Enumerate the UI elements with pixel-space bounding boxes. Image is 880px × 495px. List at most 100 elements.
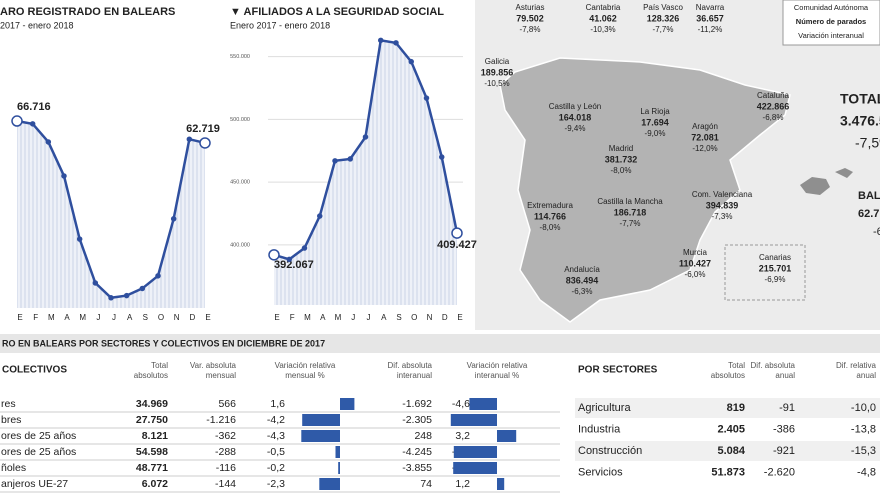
x-tick-label: A <box>320 313 326 322</box>
cell: -1.692 <box>402 398 432 410</box>
cell: -2.305 <box>402 414 432 426</box>
bar <box>302 414 340 426</box>
bar <box>469 398 497 410</box>
cell: -0,2 <box>267 462 285 474</box>
chart-subtitle: Enero 2017 - enero 2018 <box>230 20 330 30</box>
cell: -4,3 <box>267 430 285 442</box>
x-tick-label: D <box>189 313 195 322</box>
point <box>347 156 353 162</box>
region-name: Cantabria <box>586 3 621 12</box>
point <box>286 256 292 263</box>
balears-value: 62.719 <box>858 208 880 220</box>
cell: 8.121 <box>142 430 168 442</box>
cell: 248 <box>414 430 432 442</box>
cell: -921 <box>773 445 795 457</box>
cell: -386 <box>773 423 795 435</box>
cell: -13,8 <box>851 423 876 435</box>
bar <box>450 414 497 426</box>
cell: -4,2 <box>267 414 285 426</box>
region-change: -7,8% <box>520 25 541 34</box>
x-tick-label: E <box>274 313 279 322</box>
bar <box>453 462 497 474</box>
region-change: -10,3% <box>590 25 615 34</box>
col-header: Dif. absoluta <box>388 361 433 370</box>
y-tick-label: 550.000 <box>230 54 250 60</box>
cell: 54.598 <box>136 446 168 458</box>
x-tick-label: M <box>335 313 342 322</box>
spain-map <box>499 57 791 323</box>
region-name: Asturias <box>516 3 545 12</box>
region-value: 189.856 <box>481 67 514 77</box>
region-value: 79.502 <box>516 13 544 23</box>
region-name: Aragón <box>692 122 718 131</box>
point <box>317 213 323 219</box>
cell: -144 <box>215 478 236 490</box>
cell: 566 <box>218 398 236 410</box>
cell: 74 <box>420 478 432 490</box>
x-tick-label: J <box>351 313 355 322</box>
region-name: Andalucía <box>564 265 600 274</box>
x-tick-label: M <box>48 313 55 322</box>
total-label: TOTAL <box>840 91 880 107</box>
point <box>170 216 177 222</box>
region-change: -8,0% <box>611 166 632 175</box>
col-header: interanual <box>397 371 432 380</box>
x-tick-label: O <box>411 313 417 322</box>
col-header: Variación relativa <box>275 361 336 370</box>
bar <box>497 430 517 442</box>
cell: Construcción <box>578 445 642 457</box>
y-tick-label: 450.000 <box>230 180 250 186</box>
region-name: Castilla y León <box>549 102 601 111</box>
x-tick-label: O <box>158 313 164 322</box>
region-name: Navarra <box>696 3 725 12</box>
col-header: Variación relativa <box>467 361 528 370</box>
x-tick-label: S <box>143 313 148 322</box>
region-change: -7,3% <box>712 212 733 221</box>
x-tick-label: F <box>33 313 38 322</box>
region-value: 17.694 <box>641 117 669 127</box>
bar <box>453 446 497 458</box>
cell: 819 <box>727 402 745 414</box>
point <box>11 115 23 127</box>
cell: -0,5 <box>267 446 285 458</box>
x-tick-label: J <box>96 313 100 322</box>
col-header: Total <box>728 361 745 370</box>
region-name: La Rioja <box>640 107 670 116</box>
col-header: Dif. absoluta <box>751 361 796 370</box>
cell: -1.216 <box>206 414 236 426</box>
x-tick-label: J <box>367 313 371 322</box>
x-tick-label: M <box>79 313 86 322</box>
x-tick-label: E <box>205 313 210 322</box>
point <box>108 295 114 301</box>
cell: 1,2 <box>455 478 470 490</box>
x-tick-label: N <box>174 313 180 322</box>
col-header: interanual % <box>475 371 519 380</box>
point <box>199 137 211 149</box>
cell: -4.245 <box>402 446 432 458</box>
col-header: COLECTIVOS <box>2 365 67 376</box>
point <box>362 134 369 140</box>
region-value: 36.657 <box>696 13 724 23</box>
region-value: 41.062 <box>589 13 617 23</box>
col-header: anual <box>775 371 795 380</box>
x-tick-label: A <box>64 313 70 322</box>
chart-subtitle: 2017 - enero 2018 <box>0 20 74 30</box>
point <box>393 40 399 46</box>
bar <box>340 398 355 410</box>
point <box>139 285 146 292</box>
point <box>29 121 36 127</box>
point <box>408 58 414 65</box>
legend-text: Variación interanual <box>798 31 864 40</box>
cell: Industria <box>578 423 621 435</box>
x-tick-label: J <box>112 313 116 322</box>
region-name: Castilla la Mancha <box>597 197 663 206</box>
cell: res <box>1 398 16 410</box>
col-header: mensual % <box>285 371 325 380</box>
region-value: 422.866 <box>757 101 790 111</box>
cell: -2.620 <box>764 466 795 478</box>
region-value: 381.732 <box>605 154 638 164</box>
y-tick-label: 500.000 <box>230 117 250 123</box>
x-tick-label: A <box>127 313 133 322</box>
cell: Servicios <box>578 466 623 478</box>
region-change: -6,0% <box>685 270 706 279</box>
